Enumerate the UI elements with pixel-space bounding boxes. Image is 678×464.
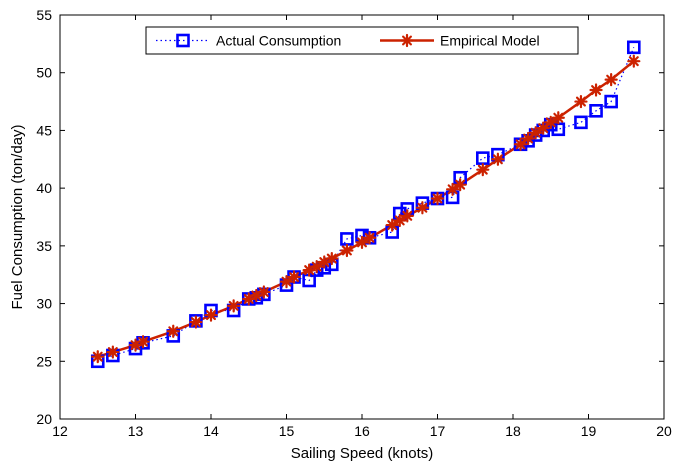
y-tick-label: 45	[36, 122, 52, 138]
empirical-model-point	[491, 152, 505, 166]
x-tick-label: 14	[203, 423, 219, 439]
y-tick-label: 35	[36, 238, 52, 254]
empirical-model-point	[340, 243, 354, 258]
empirical-model-point	[551, 111, 565, 125]
series-line-actual-consumption	[97, 47, 635, 362]
empirical-model-point	[400, 209, 414, 223]
x-tick-label: 20	[656, 423, 672, 439]
legend-marker-actual-consumption	[176, 33, 190, 48]
actual-consumption-point	[604, 94, 618, 109]
x-tick-label: 19	[581, 423, 597, 439]
empirical-model-point	[257, 285, 271, 299]
empirical-model-point	[589, 83, 603, 97]
empirical-model-point	[136, 335, 150, 349]
empirical-model-point	[227, 299, 241, 313]
empirical-model-point	[91, 350, 105, 364]
empirical-model-point	[604, 73, 618, 87]
empirical-model-point	[476, 163, 490, 177]
empirical-model-point	[513, 137, 528, 151]
actual-consumption-point	[589, 104, 603, 118]
empirical-model-point	[415, 201, 429, 215]
empirical-model-point	[325, 251, 339, 266]
x-tick-label: 17	[430, 423, 446, 439]
y-axis-label: Fuel Consumption (ton/day)	[9, 124, 26, 309]
y-tick-label: 55	[36, 7, 52, 23]
empirical-model-point	[536, 121, 550, 135]
plot-area	[59, 14, 665, 420]
x-tick-label: 12	[52, 423, 68, 439]
x-tick-label: 16	[354, 423, 370, 439]
axis-ticks: 12 13 14 15 16 17 18 19 20 20 25 30 35 40 45 50 55	[36, 7, 672, 439]
x-tick-label: 18	[505, 423, 521, 439]
empirical-model-point	[287, 270, 301, 284]
actual-consumption-point	[475, 151, 490, 165]
empirical-model-point	[521, 131, 535, 146]
x-tick-label: 13	[128, 423, 144, 439]
legend-label-empirical-model: Empirical Model	[440, 33, 540, 49]
actual-consumption-point	[574, 115, 588, 130]
empirical-model-point	[166, 324, 180, 338]
legend-marker-empirical-model	[400, 33, 414, 48]
series-line-empirical-model	[97, 60, 635, 358]
empirical-model-point	[453, 178, 467, 192]
legend-box	[145, 26, 579, 55]
x-tick-label: 15	[279, 423, 295, 439]
empirical-model-point	[385, 218, 399, 232]
legend: Actual Consumption Empirical Model	[145, 26, 579, 55]
x-axis-label: Sailing Speed (knots)	[291, 445, 434, 462]
empirical-model-point	[317, 255, 331, 269]
empirical-model-point	[106, 345, 120, 359]
y-tick-label: 40	[36, 180, 52, 196]
legend-label-actual-consumption: Actual Consumption	[216, 33, 341, 49]
actual-consumption-point	[626, 40, 641, 55]
empirical-model-point	[362, 231, 377, 245]
y-tick-label: 30	[36, 296, 52, 312]
series-layer	[90, 40, 641, 369]
empirical-model-point	[544, 115, 558, 129]
empirical-model-point	[574, 94, 588, 109]
y-tick-label: 50	[36, 65, 52, 81]
empirical-model-point	[627, 54, 641, 68]
y-tick-label: 25	[36, 353, 52, 369]
empirical-model-point	[204, 308, 218, 322]
empirical-model-point	[189, 315, 203, 329]
empirical-model-point	[430, 191, 445, 206]
y-tick-label: 20	[36, 411, 52, 427]
